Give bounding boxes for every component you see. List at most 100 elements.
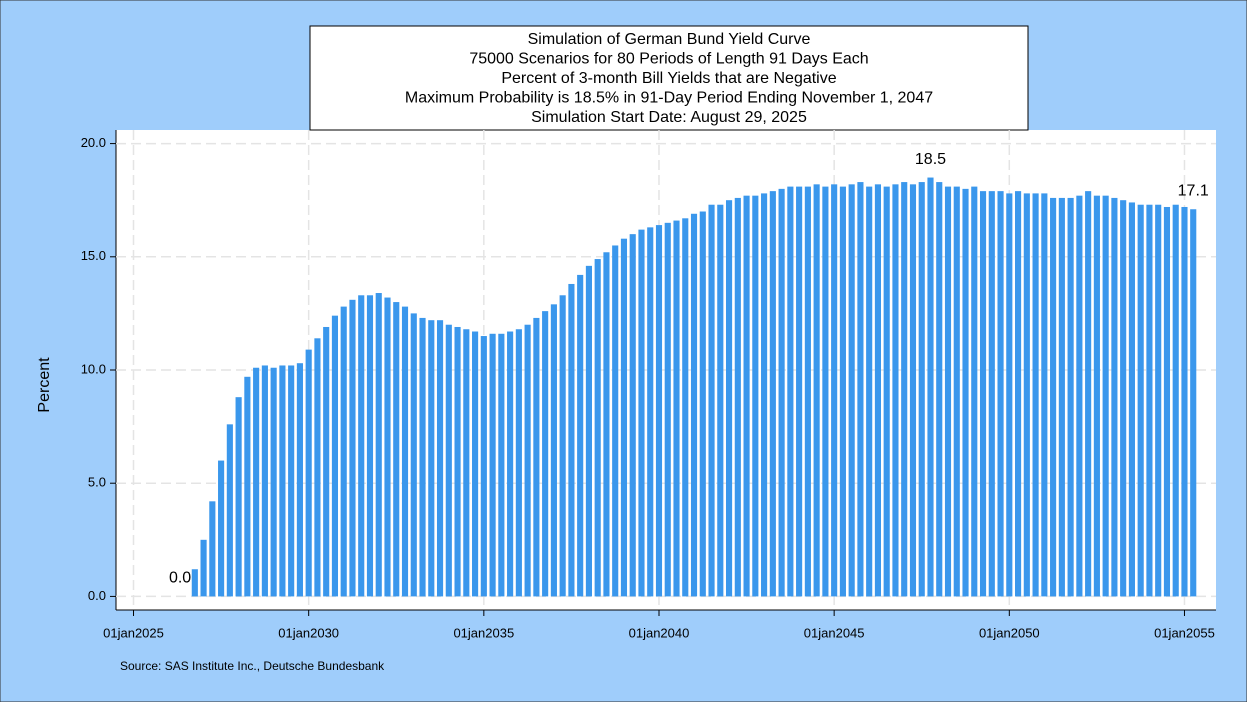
- bar: [200, 539, 207, 597]
- bar: [533, 317, 540, 597]
- bar: [542, 311, 549, 597]
- bar: [1023, 193, 1030, 597]
- bar: [279, 365, 286, 597]
- bar: [1093, 195, 1100, 597]
- bar: [638, 229, 645, 597]
- bar: [577, 274, 584, 597]
- bar: [366, 295, 374, 597]
- bar: [892, 184, 899, 597]
- bar: [603, 252, 610, 597]
- bar: [594, 259, 601, 597]
- bar: [1076, 195, 1083, 597]
- bar: [848, 184, 855, 597]
- y-tick-label: 5.0: [88, 475, 106, 490]
- bar: [647, 227, 654, 597]
- y-tick-label: 20.0: [81, 135, 106, 150]
- bar: [690, 213, 698, 597]
- bar: [874, 184, 882, 597]
- bar: [664, 222, 671, 597]
- bar: [953, 186, 960, 597]
- bar: [428, 320, 435, 597]
- bar: [708, 204, 715, 597]
- bar: [717, 204, 724, 597]
- bar: [787, 186, 794, 597]
- bar: [857, 182, 864, 597]
- value-label: 0.0: [169, 570, 191, 587]
- bar: [1085, 191, 1092, 597]
- bar: [358, 295, 365, 597]
- bar: [927, 177, 934, 597]
- bar: [349, 299, 356, 597]
- bar: [384, 297, 391, 597]
- title-line: Simulation Start Date: August 29, 2025: [531, 109, 807, 126]
- y-axis-title: Percent: [36, 357, 53, 413]
- bar: [585, 265, 592, 597]
- value-label: 18.5: [915, 151, 946, 168]
- bar: [909, 184, 917, 597]
- value-label: 17.1: [1178, 182, 1209, 199]
- bar: [340, 306, 347, 597]
- y-tick-label: 15.0: [81, 248, 106, 263]
- title-line: 75000 Scenarios for 80 Periods of Length…: [469, 51, 868, 68]
- bar: [244, 376, 251, 597]
- x-tick-label: 01jan2035: [453, 625, 514, 640]
- x-tick-label: 01jan2055: [1154, 625, 1215, 640]
- bar: [1102, 195, 1109, 597]
- bar: [997, 191, 1004, 597]
- bar: [314, 338, 321, 597]
- x-tick-label: 01jan2030: [278, 625, 339, 640]
- bar: [436, 320, 444, 597]
- bar: [629, 234, 636, 597]
- bar: [1120, 200, 1127, 597]
- bar: [743, 195, 750, 597]
- bar: [305, 349, 312, 597]
- bar: [1015, 191, 1022, 597]
- bar: [839, 186, 846, 597]
- title-line: Simulation of German Bund Yield Curve: [528, 31, 811, 48]
- bar: [261, 365, 268, 597]
- bar: [218, 460, 225, 597]
- bar: [682, 218, 689, 597]
- bar: [988, 191, 995, 597]
- bar: [209, 501, 216, 597]
- bar: [822, 186, 829, 597]
- bar: [699, 211, 706, 597]
- bar: [673, 220, 680, 597]
- bar: [550, 304, 557, 597]
- bar: [296, 363, 303, 597]
- bar: [1111, 197, 1118, 597]
- source-note: Source: SAS Institute Inc., Deutsche Bun…: [120, 659, 385, 673]
- x-tick-label: 01jan2045: [804, 625, 865, 640]
- bar: [936, 182, 943, 597]
- bar: [883, 186, 890, 597]
- y-tick-label: 10.0: [81, 361, 106, 376]
- bar: [419, 317, 426, 597]
- bar: [778, 188, 785, 597]
- x-tick-label: 01jan2025: [103, 625, 164, 640]
- bar: [1050, 197, 1057, 597]
- bar: [620, 238, 628, 597]
- bar: [1032, 193, 1039, 597]
- title-line: Percent of 3-month Bill Yields that are …: [501, 70, 836, 87]
- bar: [1190, 209, 1197, 597]
- bar: [1128, 202, 1135, 597]
- bar: [235, 397, 242, 597]
- bar: [901, 182, 908, 597]
- bar: [401, 306, 409, 597]
- bar: [1172, 204, 1179, 597]
- bar: [498, 333, 505, 597]
- bar: [1067, 197, 1074, 597]
- bar: [489, 333, 496, 597]
- bar: [655, 225, 663, 597]
- bar: [559, 295, 566, 597]
- bar: [270, 367, 277, 597]
- bar: [507, 331, 514, 597]
- bar: [463, 329, 470, 597]
- bar: [253, 367, 260, 597]
- title: Simulation of German Bund Yield Curve 750…: [405, 31, 933, 126]
- bar: [375, 293, 382, 597]
- bar: [944, 186, 952, 597]
- bar: [393, 302, 400, 597]
- bar: [1058, 197, 1065, 597]
- bar: [979, 191, 987, 597]
